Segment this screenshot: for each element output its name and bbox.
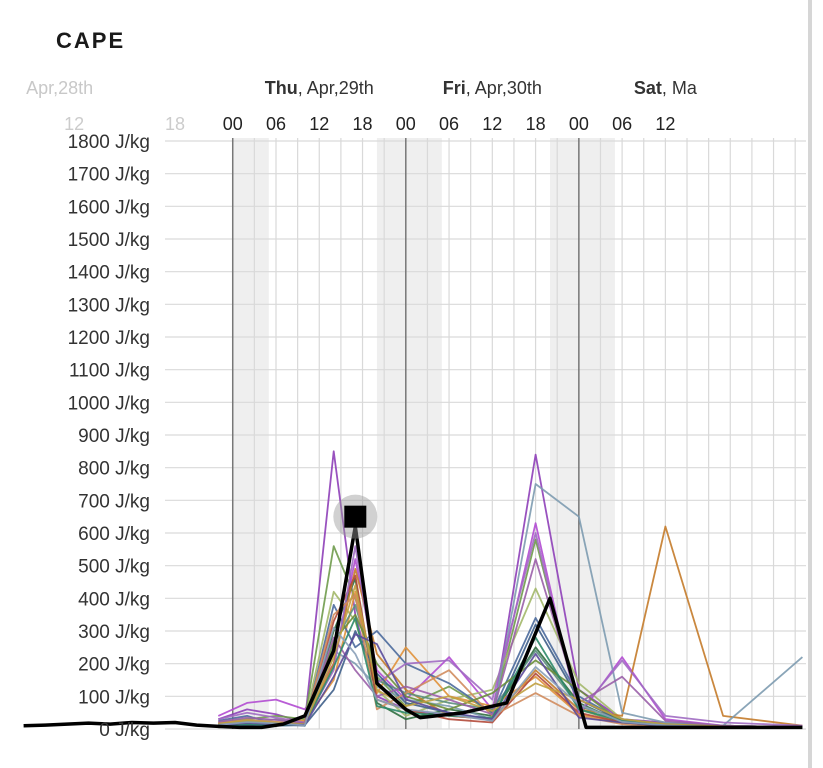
day-label-2: Fri, Apr,30th [443,78,542,98]
midnight-lines [231,138,580,729]
y-tick-label: 1800 J/kg [68,132,150,153]
hour-tick-label: 18 [526,114,546,134]
y-tick-label: 100 J/kg [78,687,150,708]
main-series-line [23,524,803,730]
y-tick-label: 300 J/kg [78,622,150,643]
ensemble-line-19 [218,626,803,729]
y-tick-label: 0 J/kg [99,720,150,741]
hour-tick-label: 00 [396,114,416,134]
hour-tick-label: 12 [482,114,502,134]
hour-tick-label: 06 [266,114,286,134]
hour-tick-label: 12 [655,114,675,134]
highlight-marker[interactable] [344,505,367,528]
day-label-1: Thu, Apr,29th [265,78,374,98]
y-tick-label: 800 J/kg [78,459,150,480]
hour-tick-label: 18 [165,114,185,134]
y-tick-label: 1500 J/kg [68,230,150,251]
hour-tick-label: 00 [223,114,243,134]
y-tick-label: 1100 J/kg [69,361,150,382]
y-tick-label: 1600 J/kg [68,197,150,218]
day-label-3: Sat, Ma [634,78,698,98]
panel-right-border [808,0,812,768]
highlight-group [333,494,378,539]
chart-title: CAPE [56,28,126,53]
hour-tick-label: 12 [309,114,329,134]
y-tick-label: 1200 J/kg [68,328,150,349]
main-series-group [23,524,803,730]
y-tick-label: 700 J/kg [78,491,150,512]
y-tick-label: 1700 J/kg [68,165,150,186]
y-tick-label: 600 J/kg [78,524,150,545]
y-tick-label: 1400 J/kg [68,263,150,284]
hour-tick-label: 12 [64,114,84,134]
ensemble-line-17 [218,584,803,729]
hour-tick-label: 06 [612,114,632,134]
y-tick-label: 900 J/kg [78,426,150,447]
hour-tick-label: 18 [353,114,373,134]
y-tick-label: 1000 J/kg [68,393,150,414]
y-tick-label: 400 J/kg [78,589,150,610]
night-band-1 [376,138,442,729]
hour-labels: 12 18 00 06 12 18 00 06 12 18 00 06 12 [64,114,675,134]
hour-tick-label: 06 [439,114,459,134]
y-tick-label: 500 J/kg [78,557,150,578]
ensemble-series [217,450,803,729]
day-label-0: Apr,28th [26,78,93,98]
day-labels: Apr,28th Thu, Apr,29th Fri, Apr,30th Sat, M… [26,78,698,98]
hour-tick-label: 00 [569,114,589,134]
night-band-0 [232,138,269,729]
y-axis-labels: 0 J/kg 100 J/kg 200 J/kg 300 J/kg 400 J/kg 50… [68,132,150,741]
y-tick-label: 200 J/kg [78,655,150,676]
y-tick-label: 1300 J/kg [68,295,150,316]
